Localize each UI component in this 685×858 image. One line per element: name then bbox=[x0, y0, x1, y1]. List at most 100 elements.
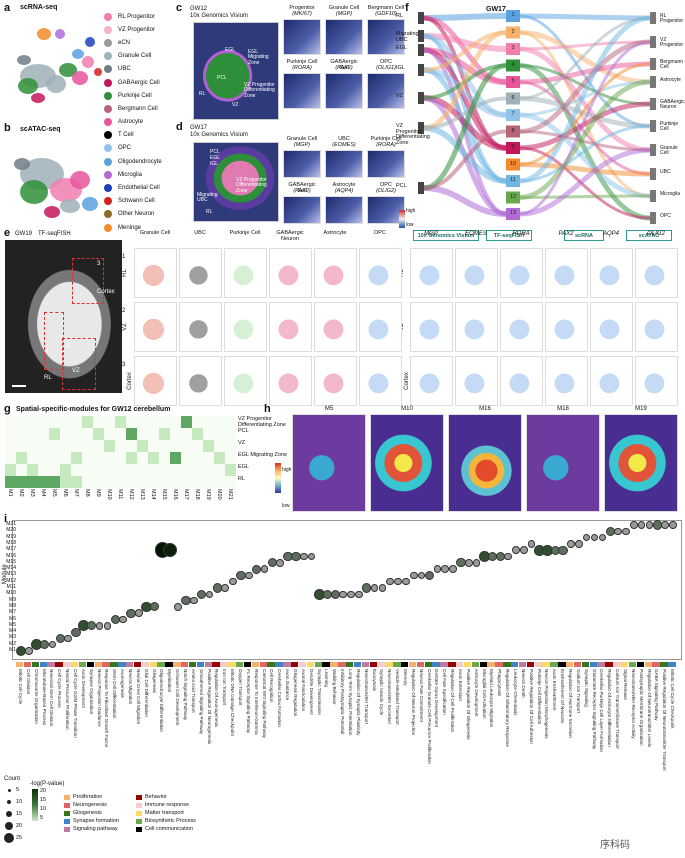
c-region-vz: VZ bbox=[232, 102, 239, 108]
tile-name: Purkinje Cell bbox=[286, 59, 318, 65]
d-scale-low: low bbox=[406, 222, 414, 228]
i-p-label: 15 bbox=[40, 797, 47, 803]
heatmap-cell bbox=[203, 464, 214, 476]
i-term-label: GABA Signaling Pathway bbox=[654, 669, 660, 721]
i-category-chip bbox=[251, 662, 260, 667]
i-bubble bbox=[582, 533, 591, 542]
i-term-label: Learning bbox=[324, 669, 330, 687]
i-term-label: Positive Regulation Of Neurotransmitter … bbox=[662, 669, 668, 771]
i-term-label: Leukocyte Chemotaxis bbox=[512, 669, 518, 716]
i-bubble bbox=[149, 602, 160, 612]
heatmap-cell bbox=[203, 440, 214, 452]
umap-cluster bbox=[37, 28, 51, 40]
heatmap-cell bbox=[82, 428, 93, 440]
heatmap-cell bbox=[115, 428, 126, 440]
i-category-swatch bbox=[136, 811, 142, 816]
e-gene-tile bbox=[455, 248, 498, 298]
heatmap-cell bbox=[115, 452, 126, 464]
heatmap-col-label: M15 bbox=[161, 489, 167, 500]
heatmap-cell bbox=[137, 428, 148, 440]
heatmap-cell bbox=[225, 464, 236, 476]
i-term-label: Microtubule-Based Process bbox=[41, 669, 47, 726]
heatmap-col-label: M4 bbox=[40, 489, 46, 497]
tile-name: UBC bbox=[338, 136, 350, 142]
i-bubble bbox=[95, 622, 104, 630]
e-fish-tile bbox=[224, 248, 267, 298]
i-term-label: Cerebellar Granule Cell Precursor Prolif… bbox=[426, 669, 432, 764]
heatmap-cell bbox=[137, 440, 148, 452]
legend-item: T Cell bbox=[104, 129, 190, 142]
i-category-chip bbox=[346, 662, 354, 667]
sankey-right-label: Microglia bbox=[660, 191, 681, 197]
i-category-label: Synapse formation bbox=[73, 818, 119, 824]
legend-swatch bbox=[104, 184, 112, 193]
i-category-label: Cell communication bbox=[145, 826, 193, 832]
i-term-label: Regulation Of Astrocyte Differentiation bbox=[607, 669, 613, 747]
heatmap-cell bbox=[49, 416, 60, 428]
i-term-label: Gliogenesis Regulation bbox=[292, 669, 298, 717]
tile-name: GABAergic Cell bbox=[330, 59, 358, 71]
i-term-label: Inhibitory Postsynaptic Potential bbox=[340, 669, 346, 735]
e-title-1: GW19 bbox=[15, 231, 33, 237]
sankey-right-label: Bergmann Cell bbox=[660, 59, 684, 70]
i-category-chip bbox=[39, 662, 48, 667]
i-module-label: M18 bbox=[6, 539, 16, 546]
sankey-node-mid bbox=[506, 109, 520, 121]
i-module-label: M17 bbox=[6, 546, 16, 553]
d-title-2: 10x Genomics Visium bbox=[190, 132, 248, 138]
sankey-node-right bbox=[650, 36, 656, 48]
e-fish-tile bbox=[134, 302, 177, 352]
heatmap-cell bbox=[181, 476, 192, 488]
i-count-title: Count bbox=[4, 776, 21, 782]
sankey-flow-left bbox=[423, 125, 507, 184]
heatmap-cell bbox=[148, 452, 159, 464]
i-category-chip bbox=[94, 662, 103, 667]
i-module-label: M10 bbox=[6, 590, 16, 597]
d-scale-high: high bbox=[406, 208, 416, 214]
heatmap-cell bbox=[192, 440, 203, 452]
i-term-label: Mitotic Cell Cycle Checkpoint bbox=[670, 669, 676, 729]
i-category-swatch bbox=[136, 827, 142, 832]
e-row-name-right: Cortex bbox=[403, 372, 410, 390]
tile-name: Purkinje Cell bbox=[370, 136, 402, 142]
e-fish-tile bbox=[179, 356, 222, 406]
heatmap-cell bbox=[192, 452, 203, 464]
i-bubble bbox=[449, 565, 457, 573]
heatmap-cell bbox=[38, 476, 49, 488]
heatmap-cell bbox=[214, 476, 225, 488]
i-category-swatch bbox=[64, 803, 70, 808]
sankey-node-mid bbox=[506, 125, 520, 138]
i-term-label: Myeloid Leukocyte Migration bbox=[489, 669, 495, 728]
heatmap-cell bbox=[203, 452, 214, 464]
spatial-tile bbox=[325, 150, 363, 178]
i-term-label: Dendrite Development bbox=[308, 669, 314, 715]
legend-item: Microglia bbox=[104, 168, 190, 181]
heatmap-cell bbox=[137, 416, 148, 428]
heatmap-cell bbox=[16, 428, 27, 440]
legend-label: Microglia bbox=[118, 171, 143, 178]
umap-cluster bbox=[17, 55, 31, 65]
i-term-label: Smoothened Signaling Pathway bbox=[198, 669, 204, 735]
spatial-tile bbox=[283, 73, 321, 109]
i-category-swatch bbox=[64, 827, 70, 832]
heatmap-cell bbox=[126, 440, 137, 452]
heatmap-col-label: M13 bbox=[139, 489, 145, 500]
heatmap-col-label: M8 bbox=[84, 489, 90, 497]
scrna-umap bbox=[17, 28, 102, 103]
i-term-label: Walking Behavior bbox=[332, 669, 338, 705]
e-col-label: Astrocyte bbox=[323, 230, 347, 236]
legend-label: Oligodendrocyte bbox=[118, 158, 162, 165]
sankey-flow-right bbox=[519, 40, 651, 51]
legend-item: Bergmann Cell bbox=[104, 102, 190, 115]
heatmap-cell bbox=[16, 464, 27, 476]
i-term-label: Neuron Fate Commitment bbox=[418, 669, 424, 722]
h-tile-label: M18 bbox=[557, 406, 569, 412]
sankey-left-label: VZ bbox=[396, 93, 404, 99]
e-row-num: 3 bbox=[122, 362, 126, 368]
umap-cluster bbox=[72, 49, 84, 59]
tile-name: Progenitor bbox=[289, 5, 315, 11]
c-visium-section bbox=[193, 22, 279, 120]
sankey-mid-number: 4 bbox=[511, 61, 515, 68]
sankey-flow-left bbox=[423, 129, 507, 190]
panel-label-e: e bbox=[4, 227, 11, 239]
